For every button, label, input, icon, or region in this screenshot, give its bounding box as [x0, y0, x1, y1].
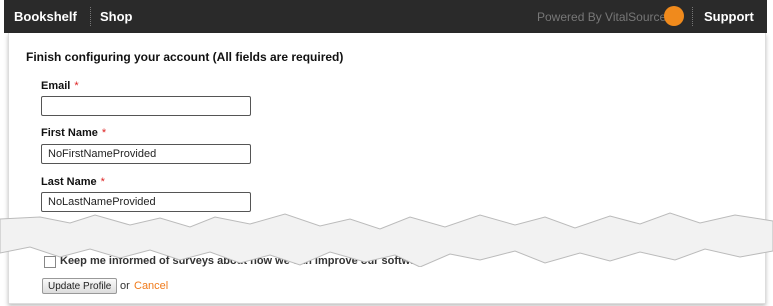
required-mark: *: [101, 176, 105, 188]
required-mark: *: [102, 127, 106, 139]
form-title: Finish configuring your account (All fie…: [26, 50, 343, 64]
logo: [664, 6, 684, 26]
or-text: or: [120, 280, 130, 292]
separator: [90, 7, 91, 26]
support-link[interactable]: Support: [704, 9, 754, 24]
separator: [692, 7, 693, 26]
field-label: Email *: [41, 80, 79, 92]
screenshot: Bookshelf Shop Powered By VitalSource Su…: [0, 0, 773, 306]
first-name-input[interactable]: [41, 144, 251, 164]
field-label: Last Name *: [41, 176, 105, 188]
cancel-link[interactable]: Cancel: [134, 280, 168, 292]
field-label: First Name *: [41, 127, 106, 139]
powered-by: Powered By VitalSource: [537, 10, 666, 24]
torn-gap: [0, 213, 773, 267]
page-body: Bookshelf Shop Powered By VitalSource Su…: [0, 0, 773, 306]
label-text: First Name: [41, 127, 98, 139]
update-profile-button[interactable]: Update Profile: [42, 278, 117, 294]
label-text: Last Name: [41, 176, 97, 188]
torn-edge: [0, 205, 773, 267]
label-text: Email: [41, 80, 70, 92]
email-input[interactable]: [41, 96, 251, 116]
nav-link[interactable]: Shop: [100, 9, 133, 24]
top-bar: Bookshelf Shop Powered By VitalSource Su…: [4, 0, 767, 33]
nav-link[interactable]: Bookshelf: [14, 9, 77, 24]
required-mark: *: [74, 80, 78, 92]
